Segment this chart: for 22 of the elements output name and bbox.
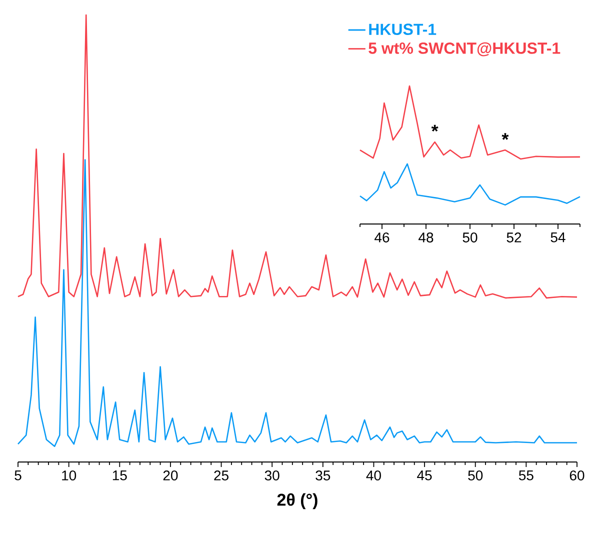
x-tick-label: 15 bbox=[112, 470, 127, 480]
x-tick-label: 25 bbox=[214, 470, 228, 480]
x-tick-label: 10 bbox=[62, 470, 76, 480]
legend-label: HKUST-1 bbox=[369, 24, 436, 35]
x-tick-label: 30 bbox=[264, 470, 280, 480]
x-tick-label: 45 bbox=[417, 470, 432, 480]
x-tick-label: 55 bbox=[518, 470, 534, 480]
x-tick-label: 60 bbox=[570, 470, 584, 480]
x-tick-label: 48 bbox=[418, 232, 434, 242]
x-tick-label: 40 bbox=[366, 470, 381, 480]
annotation: * bbox=[502, 133, 509, 140]
x-tick-label: 35 bbox=[316, 470, 330, 480]
x-tick-label: 20 bbox=[163, 470, 178, 480]
x-tick-label: 52 bbox=[506, 232, 522, 242]
x-tick-label: 50 bbox=[468, 470, 483, 480]
x-tick-label: 54 bbox=[550, 232, 566, 242]
x-tick-label: 46 bbox=[374, 232, 390, 242]
annotation: * bbox=[431, 124, 438, 132]
x-tick-label: 5 bbox=[14, 470, 22, 480]
x-axis-title: 2θ (°) bbox=[277, 493, 318, 510]
x-tick-label: 50 bbox=[462, 232, 478, 242]
legend-label: 5 wt% SWCNT@HKUST-1 bbox=[368, 42, 560, 56]
